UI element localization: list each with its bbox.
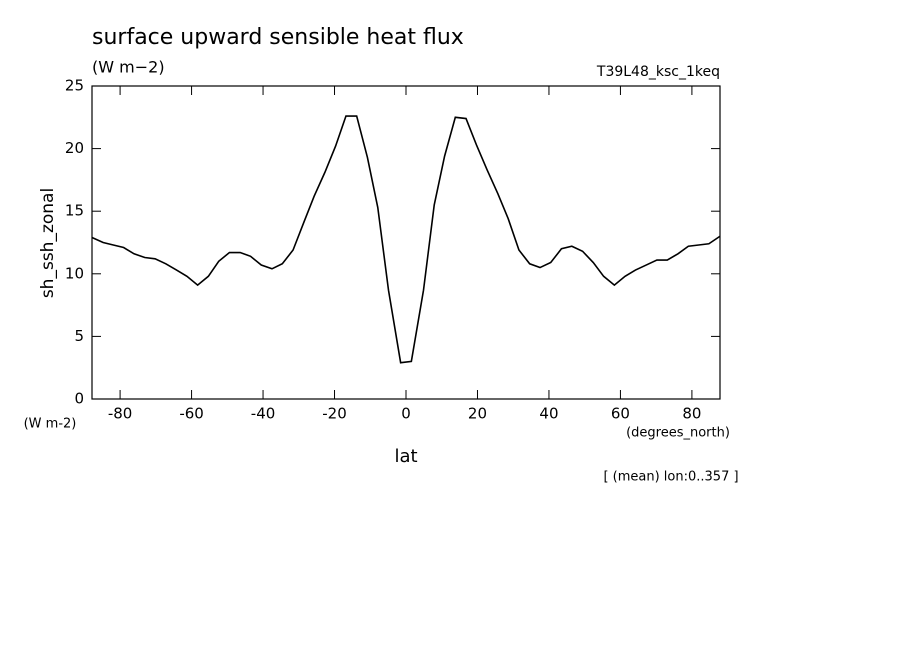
x-tick-label: -80 — [108, 405, 133, 423]
x-tick-label: 20 — [468, 405, 487, 423]
x-tick-label: 80 — [682, 405, 701, 423]
chart-title: surface upward sensible heat flux — [92, 25, 464, 50]
y-tick-label: 10 — [65, 264, 84, 282]
y-tick-label: 20 — [65, 139, 84, 157]
x-tick-label: 0 — [401, 405, 411, 423]
x-tick-label: -20 — [322, 405, 347, 423]
x-tick-label: 40 — [539, 405, 558, 423]
x-tick-label: -40 — [251, 405, 276, 423]
x-tick-label: 60 — [611, 405, 630, 423]
y-units: (W m-2) — [24, 417, 77, 432]
footnote: [ (mean) lon:0..357 ] — [603, 470, 738, 485]
y-tick-label: 5 — [74, 327, 84, 345]
data-line — [91, 115, 721, 364]
x-tick-label: -60 — [179, 405, 204, 423]
run-label: T39L48_ksc_1keq — [596, 64, 720, 80]
x-units: (degrees_north) — [626, 426, 730, 441]
x-axis-label: lat — [394, 446, 417, 467]
y-tick-label: 0 — [74, 390, 84, 408]
y-tick-label: 15 — [65, 202, 84, 220]
units: (W m−2) — [92, 58, 165, 77]
y-tick-label: 25 — [65, 77, 84, 95]
y-axis-label: sh_ssh_zonal — [38, 188, 58, 298]
